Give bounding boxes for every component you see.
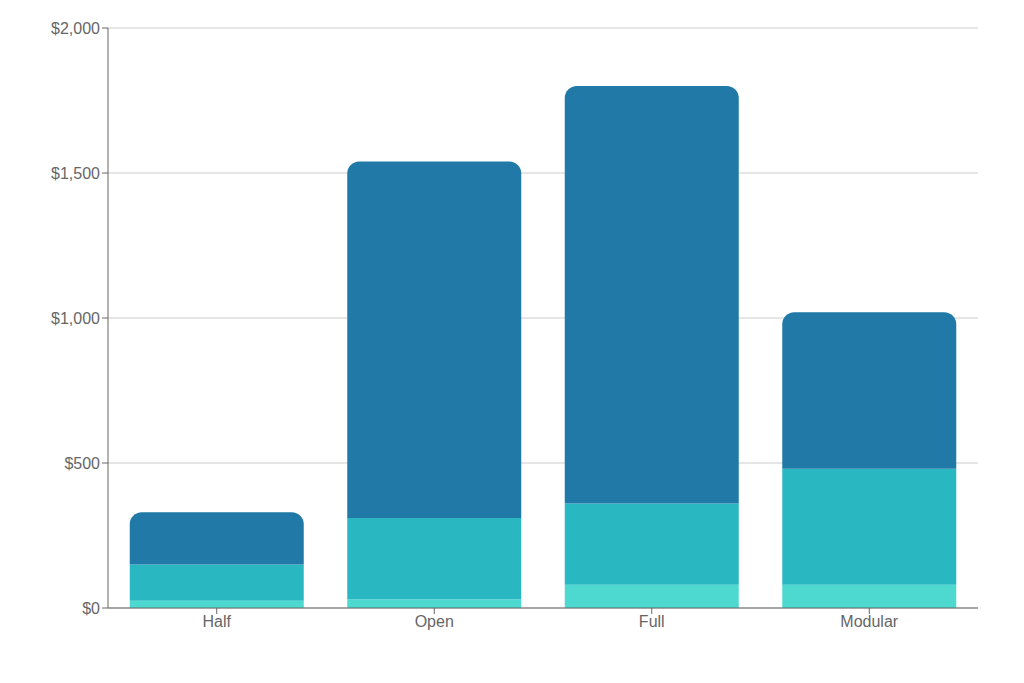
svg-text:$2,000: $2,000 — [51, 20, 100, 37]
svg-text:$1,500: $1,500 — [51, 165, 100, 182]
svg-text:Half: Half — [203, 613, 232, 630]
svg-text:$0: $0 — [82, 600, 100, 617]
svg-text:Open: Open — [415, 613, 454, 630]
svg-text:Full: Full — [639, 613, 665, 630]
svg-text:$500: $500 — [64, 455, 100, 472]
svg-text:$1,000: $1,000 — [51, 310, 100, 327]
svg-text:Modular: Modular — [840, 613, 898, 630]
